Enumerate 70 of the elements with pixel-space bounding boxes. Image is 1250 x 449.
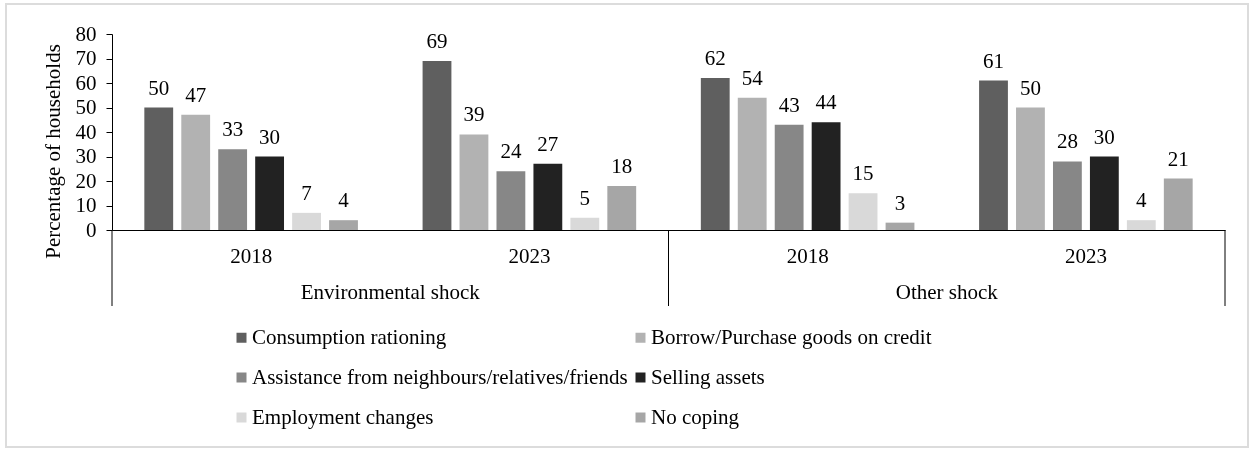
y-tick-label: 40 (75, 119, 97, 144)
bar (218, 149, 248, 230)
data-label: 33 (222, 117, 244, 142)
data-label: 44 (815, 90, 838, 115)
bar (533, 163, 563, 230)
bar (1052, 161, 1082, 230)
legend-label: Employment changes (252, 404, 434, 429)
bar (848, 193, 878, 230)
data-label: 3 (894, 190, 906, 215)
bar (144, 107, 174, 230)
x-tick-label: 2023 (1064, 243, 1107, 268)
bar (1163, 178, 1193, 230)
bar (570, 217, 600, 230)
bar (292, 212, 321, 230)
bar (700, 78, 730, 230)
data-label: 50 (148, 75, 170, 100)
data-label: 50 (1019, 75, 1041, 100)
y-tick-label: 60 (75, 70, 97, 95)
bar (1089, 156, 1119, 230)
y-tick-label: 70 (75, 46, 97, 70)
data-label: 4 (1136, 188, 1148, 213)
legend-label: No coping (651, 404, 740, 429)
legend-label: Selling assets (651, 364, 765, 389)
bar (885, 222, 915, 230)
data-label: 24 (500, 139, 522, 164)
text: Environmental shock (300, 280, 481, 304)
bar (255, 156, 285, 230)
bar (979, 80, 1008, 230)
bar (459, 134, 489, 230)
legend-label: Assistance from neighbours/relatives/friends (252, 364, 628, 389)
y-axis-title: Percentage of households (40, 44, 65, 259)
bar (811, 122, 841, 230)
data-label: 5 (579, 185, 591, 210)
data-label: 30 (1093, 124, 1115, 149)
text: Other shock (895, 280, 999, 304)
data-label: 27 (537, 131, 559, 156)
data-label: 28 (1056, 129, 1078, 154)
data-label: 30 (259, 124, 281, 149)
data-label: 7 (301, 180, 312, 205)
x-tick-label: 2018 (786, 243, 829, 268)
bar (181, 114, 211, 230)
data-label: 21 (1167, 146, 1189, 171)
data-label: 43 (778, 92, 800, 117)
bar (607, 185, 637, 230)
data-label: 15 (852, 161, 874, 186)
data-label: 18 (611, 153, 633, 178)
y-tick-label: 20 (75, 168, 97, 193)
x-tick-label: 2018 (230, 243, 273, 268)
bar (1126, 220, 1156, 230)
bar (496, 171, 526, 230)
legend-label: Borrow/Purchase goods on credit (651, 324, 932, 349)
bar (737, 97, 767, 230)
y-tick-label: 80 (75, 21, 97, 46)
y-tick-label: 30 (75, 144, 97, 168)
data-label: 62 (704, 46, 726, 71)
data-label: 61 (982, 48, 1004, 73)
y-tick-label: 10 (75, 193, 97, 217)
data-label: 4 (338, 188, 350, 213)
data-label: 47 (185, 82, 207, 107)
bar (422, 60, 452, 230)
x-tick-label: 2023 (508, 243, 551, 268)
bar (774, 124, 804, 230)
bar (1016, 107, 1045, 230)
bar (329, 220, 358, 230)
data-label: 69 (426, 28, 448, 53)
y-tick-label: 0 (86, 217, 97, 242)
data-label: 39 (463, 102, 485, 127)
legend-label: Consumption rationing (252, 324, 447, 349)
data-label: 54 (741, 65, 764, 90)
y-tick-label: 50 (75, 95, 97, 119)
